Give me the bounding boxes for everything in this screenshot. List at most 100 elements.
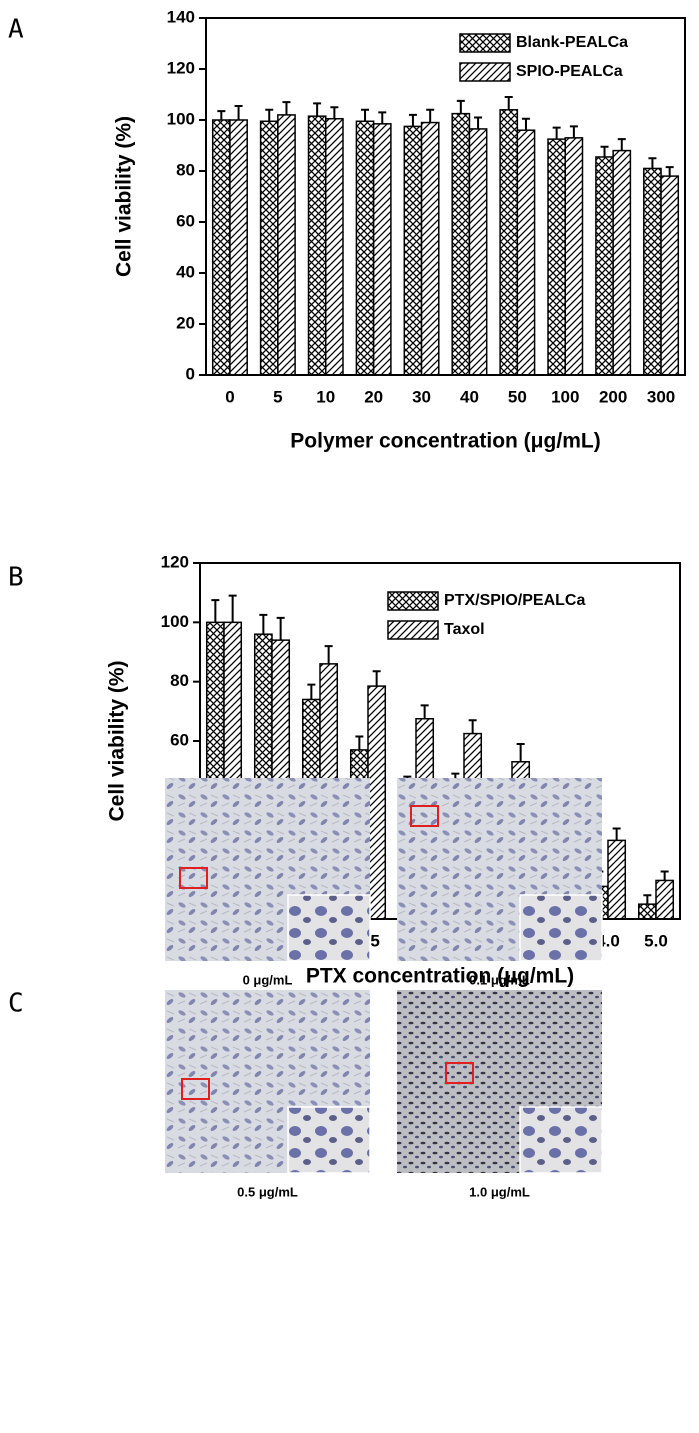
legend-label: Blank-PEALCa — [516, 34, 628, 51]
micrograph — [397, 778, 603, 962]
x-axis-label: Polymer concentration (μg/mL) — [290, 430, 600, 453]
inset-image — [519, 1106, 603, 1174]
bar — [211, 119, 231, 376]
legend-label: Taxol — [444, 621, 485, 638]
error-bar — [552, 126, 561, 140]
inset-image — [519, 894, 603, 962]
bar — [655, 879, 675, 920]
x-tick-label: 50 — [508, 387, 527, 406]
error-bar — [468, 719, 477, 734]
zoom-box — [410, 805, 439, 827]
error-bar — [408, 113, 417, 127]
y-tick-label: 80 — [170, 671, 189, 690]
bar — [367, 685, 387, 920]
bar — [612, 149, 632, 376]
error-bar — [516, 742, 525, 762]
error-bar — [569, 125, 578, 138]
micrograph — [397, 990, 603, 1174]
caption: 0 μg/mL — [243, 972, 293, 987]
error-bar — [276, 616, 285, 641]
error-bar — [456, 99, 465, 114]
error-bar — [643, 894, 652, 905]
bar — [637, 903, 657, 920]
x-tick-label: 300 — [647, 387, 675, 406]
y-tick-label: 60 — [176, 211, 195, 230]
y-axis-label: Cell viability (%) — [113, 116, 136, 277]
panel-label: A — [8, 15, 24, 45]
legend-label: SPIO-PEALCa — [516, 63, 623, 80]
bar — [403, 125, 423, 376]
x-tick-label: 5 — [273, 387, 282, 406]
caption: 1.0 μg/mL — [469, 1184, 530, 1199]
error-bar — [420, 704, 429, 719]
x-tick-label: 10 — [316, 387, 335, 406]
bar — [372, 123, 392, 376]
error-bar — [474, 116, 483, 129]
x-tick-label: 100 — [551, 387, 579, 406]
y-tick-label: 80 — [176, 160, 195, 179]
y-tick-label: 100 — [161, 612, 189, 631]
y-axis-label: Cell viability (%) — [106, 660, 129, 821]
bar — [660, 175, 680, 376]
x-tick-label: 0 — [225, 387, 234, 406]
y-tick-label: 60 — [170, 730, 189, 749]
error-bar — [234, 104, 243, 120]
error-bar — [228, 594, 237, 623]
inset-image — [287, 1106, 371, 1174]
y-tick-label: 140 — [167, 7, 195, 26]
error-bar — [361, 108, 370, 122]
bar — [259, 120, 279, 376]
error-bar — [259, 613, 268, 635]
error-bar — [378, 111, 387, 124]
error-bar — [282, 101, 291, 115]
y-tick-label: 20 — [176, 313, 195, 332]
inset-image — [287, 894, 371, 962]
error-bar — [600, 145, 609, 157]
legend-swatch — [459, 33, 511, 53]
y-tick-label: 100 — [167, 109, 195, 128]
bar — [229, 119, 248, 376]
legend-swatch — [387, 591, 439, 611]
bar — [307, 115, 327, 376]
bar — [468, 128, 488, 376]
legend-label: PTX/SPIO/PEALCa — [444, 592, 585, 609]
bar — [643, 167, 662, 376]
error-bar — [504, 96, 513, 110]
panel-label: B — [8, 563, 24, 593]
error-bar — [617, 138, 626, 151]
x-tick-label: 40 — [460, 387, 479, 406]
error-bar — [330, 106, 339, 119]
plot-frame — [205, 17, 686, 376]
error-bar — [313, 102, 322, 117]
error-bar — [660, 870, 669, 881]
error-bar — [426, 108, 435, 123]
bar — [607, 839, 627, 920]
error-bar — [211, 599, 220, 623]
bar — [277, 114, 296, 376]
y-tick-label: 40 — [176, 262, 195, 281]
error-bar — [372, 670, 381, 687]
x-axis-label: PTX concentration (μg/mL) — [306, 965, 574, 988]
caption: 0.1 μg/mL — [469, 972, 530, 987]
error-bar — [324, 645, 333, 664]
y-tick-label: 120 — [167, 58, 195, 77]
error-bar — [265, 108, 274, 122]
x-tick-label: 200 — [599, 387, 627, 406]
bar — [595, 156, 614, 376]
error-bar — [217, 110, 226, 120]
error-bar — [521, 117, 530, 131]
micrograph — [165, 990, 371, 1174]
legend-swatch — [387, 620, 439, 640]
bar — [564, 137, 584, 376]
x-tick-label: 5.0 — [644, 931, 668, 950]
bar — [451, 112, 471, 376]
y-tick-label: 0 — [186, 364, 195, 383]
bar — [516, 129, 536, 376]
micrograph — [165, 778, 371, 962]
bar — [499, 109, 519, 376]
panel-label: C — [8, 989, 24, 1019]
error-bar — [648, 157, 657, 169]
caption: 0.5 μg/mL — [237, 1184, 298, 1199]
